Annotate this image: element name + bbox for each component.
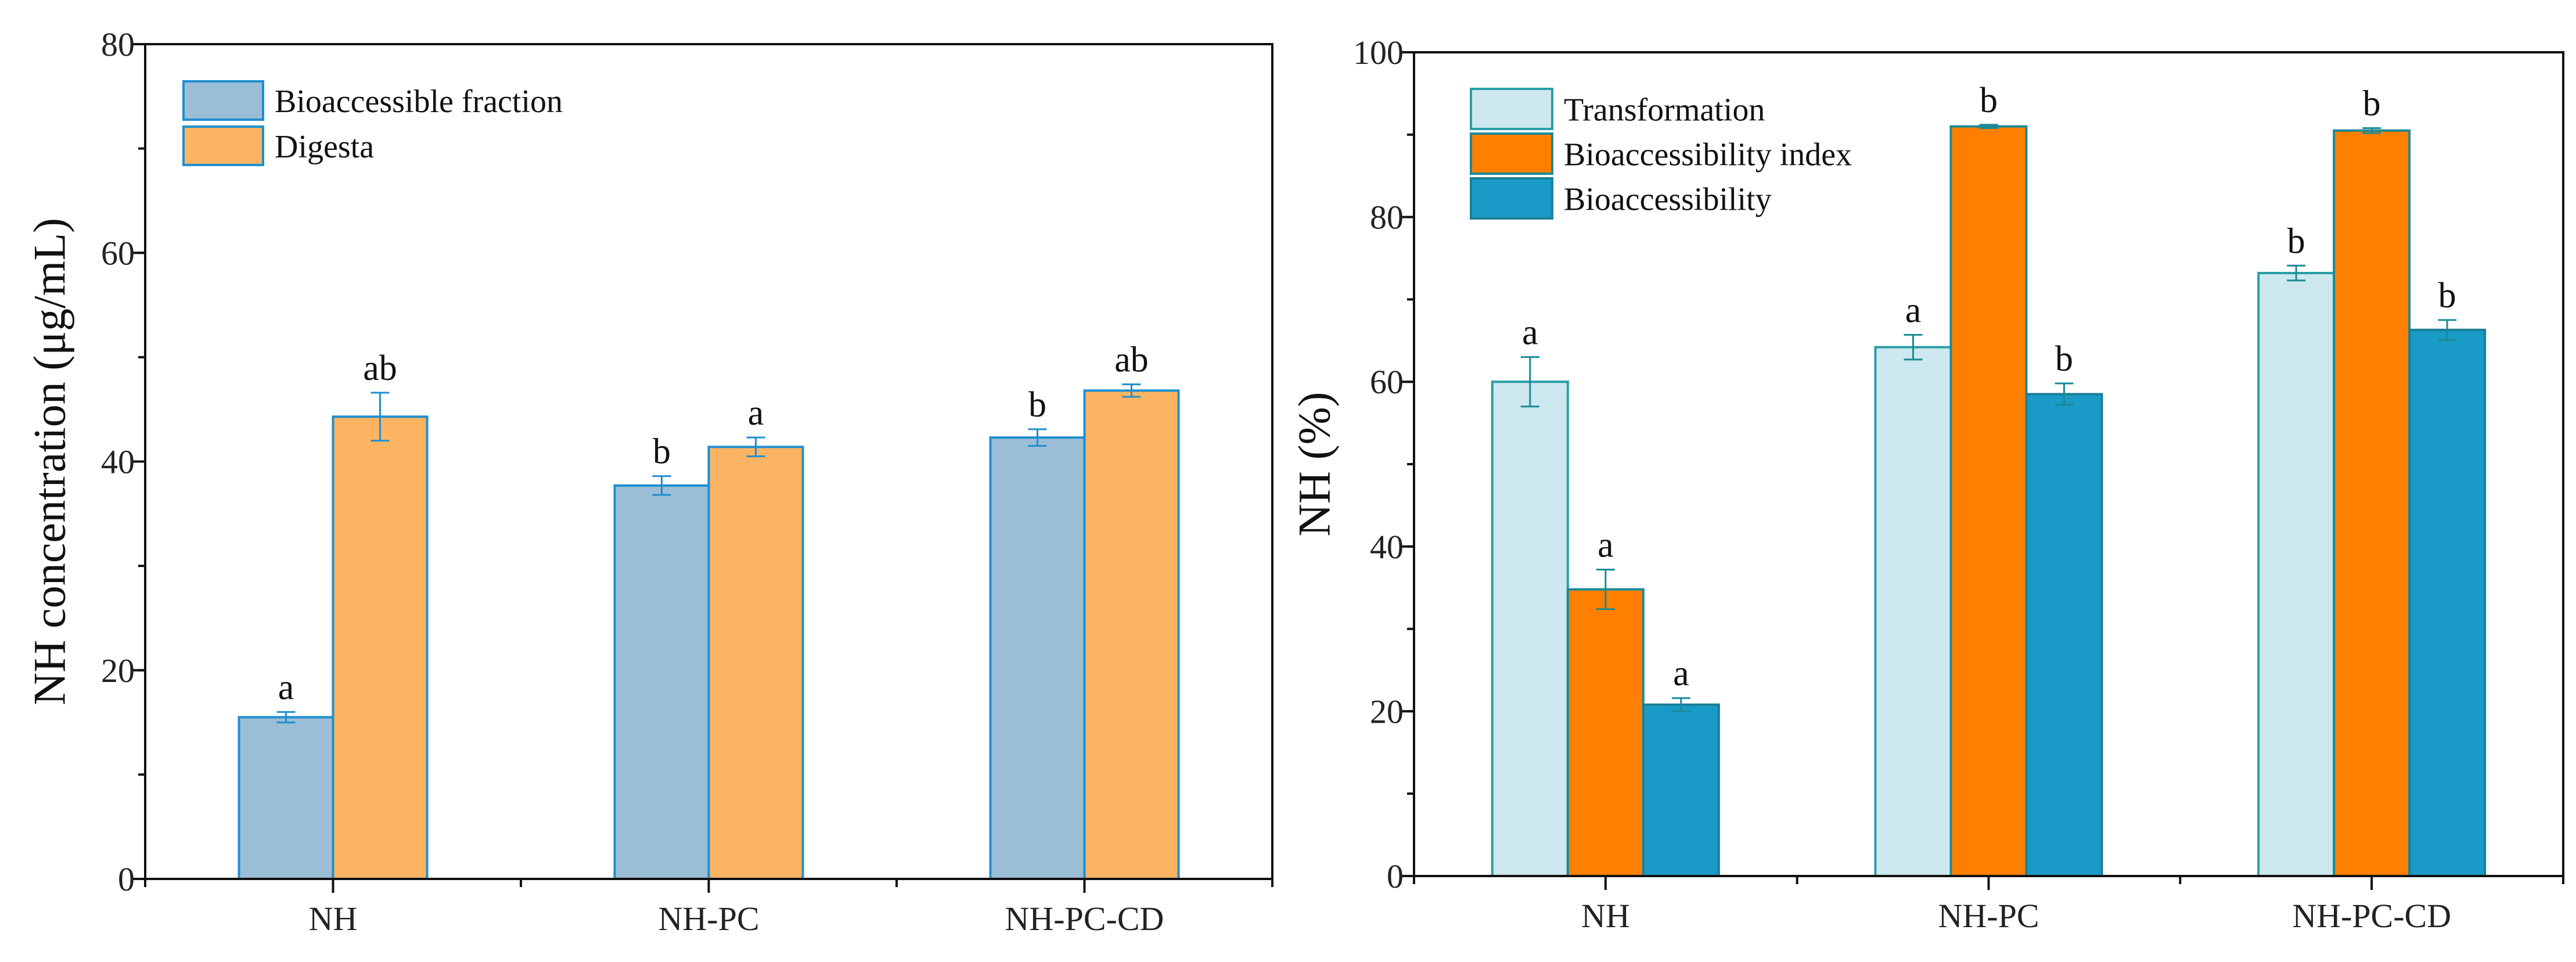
x-tick-label: NH-PC-CD (2292, 897, 2451, 935)
bar (989, 436, 1086, 880)
significance-label: a (1522, 313, 1538, 353)
significance-label: b (2055, 339, 2073, 379)
legend-label: Bioaccessibility index (1564, 137, 1852, 173)
legend-label: Bioaccessible fraction (275, 84, 563, 120)
y-axis-title: NH concentration (μg/mL) (24, 218, 74, 705)
x-tick-label: NH-PC (1938, 897, 2039, 935)
y-tick-label: 60 (1370, 363, 1404, 401)
y-tick-label: 0 (118, 860, 135, 898)
legend-swatch (1470, 177, 1553, 220)
significance-label: a (748, 393, 764, 433)
chart-panel-2: a a b a b b a b b 0 20 40 60 80 100 NH NH-PC NH-PC-CD NH (… (1289, 34, 2564, 935)
legend-label: Transformation (1564, 92, 1765, 128)
x-tick-label: NH-PC-CD (1005, 900, 1164, 938)
bar (1491, 381, 1569, 877)
y-tick-label: 20 (1370, 692, 1404, 730)
significance-label: ab (1114, 340, 1149, 380)
bar (238, 716, 334, 881)
bar (613, 484, 710, 880)
y-tick-label: 80 (1370, 199, 1404, 236)
significance-label: a (1905, 290, 1922, 330)
bar (1083, 389, 1180, 880)
legend-swatch (1470, 132, 1553, 175)
y-tick-label: 40 (1370, 528, 1404, 566)
significance-label: b (2438, 276, 2456, 315)
y-tick-label: 80 (101, 26, 135, 63)
legend: Bioaccessible fraction Digesta (182, 80, 563, 166)
y-axis-title: NH (%) (1289, 392, 1339, 536)
bar (1566, 588, 1645, 877)
significance-label: b (1980, 81, 1998, 120)
bar (2333, 129, 2411, 878)
bar (2025, 393, 2103, 877)
significance-label: ab (363, 349, 397, 388)
significance-label: a (1673, 654, 1689, 694)
bar (2408, 328, 2487, 877)
significance-label: a (1598, 526, 1614, 565)
x-tick-label: NH-PC (658, 900, 759, 938)
significance-label: a (278, 668, 294, 708)
bar (332, 415, 429, 880)
legend-swatch (182, 80, 264, 121)
legend-swatch (1470, 88, 1553, 130)
significance-label: b (2287, 221, 2305, 261)
bar (1874, 346, 1952, 877)
bar (1642, 703, 1720, 878)
y-tick-label: 100 (1353, 34, 1404, 71)
x-tick-label: NH (1581, 897, 1630, 935)
y-tick-label: 60 (101, 234, 135, 272)
y-tick-label: 0 (1387, 857, 1404, 895)
y-tick-label: 40 (101, 443, 135, 481)
bar (707, 446, 804, 880)
x-tick-label: NH (309, 900, 358, 938)
legend-label: Digesta (275, 129, 374, 165)
significance-label: b (2363, 84, 2381, 123)
significance-label: b (1028, 385, 1046, 425)
significance-label: b (653, 432, 671, 472)
bar (1949, 125, 2028, 877)
legend-label: Bioaccessibility (1564, 182, 1772, 218)
legend-swatch (182, 125, 264, 166)
y-tick-label: 20 (101, 652, 135, 690)
bar (2257, 272, 2336, 877)
legend: Transformation Bioaccessibility index Bioa… (1470, 88, 1852, 220)
